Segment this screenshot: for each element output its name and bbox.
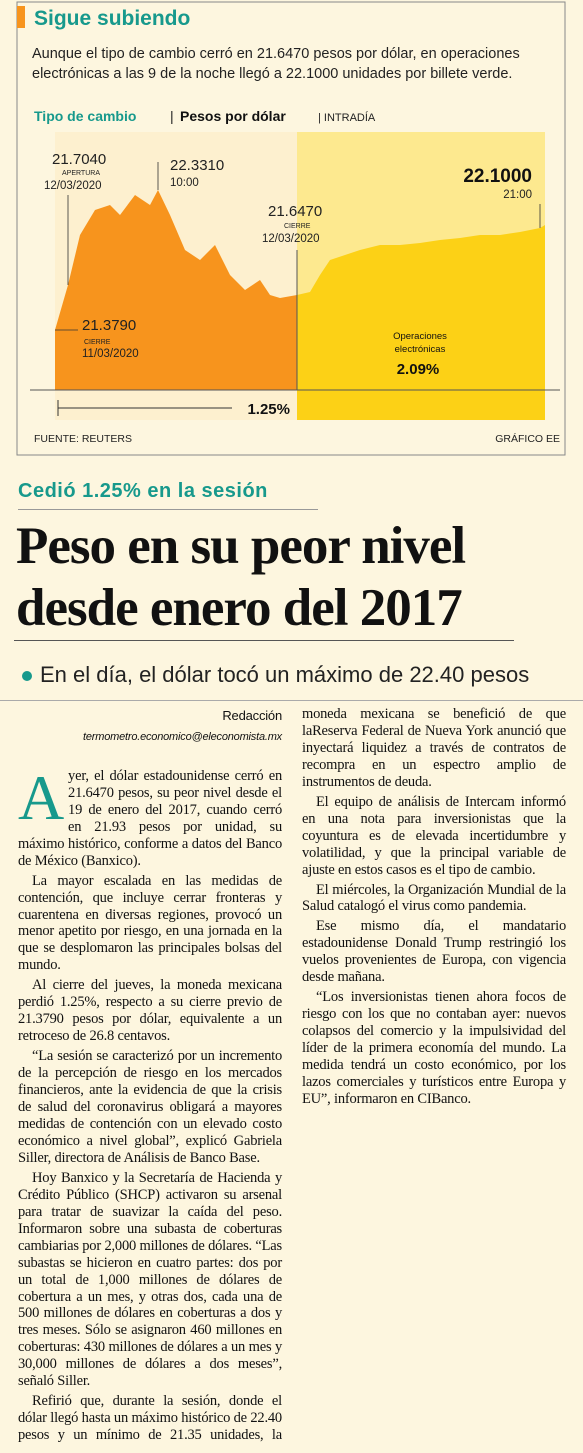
annotation-value: 21.6470 [268,203,322,220]
headline: Peso en su peor nivel [16,517,466,575]
description: Aunque el tipo de cambio cerró en 21.647… [32,46,520,82]
kicker: Cedió 1.25% en la sesión [18,480,268,502]
annotation-date: 10:00 [170,177,199,189]
headline: desde enero del 2017 [16,579,463,637]
graphic-title: Sigue subiendo [34,7,190,30]
electronic-box: Operaciones electrónicas [393,331,447,355]
graphic: Sigue subiendo Aunque el tipo de cambio … [16,1,566,456]
electronic-label: Operaciones electrónicas [393,331,447,355]
electronic-change: 2.09% [397,361,440,378]
summary-row: En el día, el dólar tocó un máximo de 22… [22,662,529,688]
paragraph: Ese mismo día, el mandatario estadounide… [302,918,566,986]
annotation-note: CIERRE [84,339,111,346]
annotation-note: CIERRE [284,223,311,230]
svg-text:|: | [170,108,174,124]
subtitle: Pesos por dólar [180,108,286,124]
subtitle: Tipo de cambio [34,108,136,124]
annotation-note: APERTURA [62,170,100,177]
annotation-date: 12/03/2020 [262,233,320,245]
annotation-date: 21:00 [503,189,532,201]
rule [18,509,318,510]
annotation-value: 22.1000 [463,166,532,187]
credit: GRÁFICO EE [495,432,560,445]
paragraph: La mayor escalada en las medidas de cont… [18,872,282,974]
summary: En el día, el dólar tocó un máximo de 22… [40,662,530,687]
email: termometro.economico@eleconomista.mx [83,730,282,743]
description-box: Aunque el tipo de cambio cerró en 21.647… [32,46,520,82]
paragraph: El miércoles, la Organización Mundial de… [302,881,566,915]
paragraph: Hoy Banxico y la Secretaría de Hacienda … [18,1169,282,1390]
source: FUENTE: REUTERS [34,433,132,445]
rule [14,640,514,641]
area-left [55,190,297,390]
subtitle: | INTRADÍA [318,111,376,124]
rule [0,700,583,701]
paragraph: Al cierre del jueves, la moneda mexicana… [18,977,282,1045]
annotation-date: 11/03/2020 [82,348,139,360]
paragraph: “Los inversionistas tienen ahora focos d… [302,989,566,1107]
paragraph: “La sesión se caracterizó por un increme… [18,1048,282,1166]
annotation-value: 21.7040 [52,151,106,168]
annotation-value: 22.3310 [170,157,224,174]
article-body: Redacción termometro.economico@eleconomi… [18,706,566,1451]
paragraph: El equipo de análisis de Intercam inform… [302,793,566,878]
frame [16,1,566,456]
title-mark [17,6,25,28]
area-right [297,225,545,390]
paragraph: Ayer, el dólar estadounidense cerró en 2… [18,761,282,869]
subtitle: INTRADÍA [324,111,376,124]
annotation-value: 21.3790 [82,317,136,334]
annotation-date: 12/03/2020 [44,180,102,192]
session-change: 1.25% [247,401,290,418]
byline: Redacción [222,708,282,723]
paragraph: Refirió que, durante la sesión, donde el… [18,706,566,1444]
